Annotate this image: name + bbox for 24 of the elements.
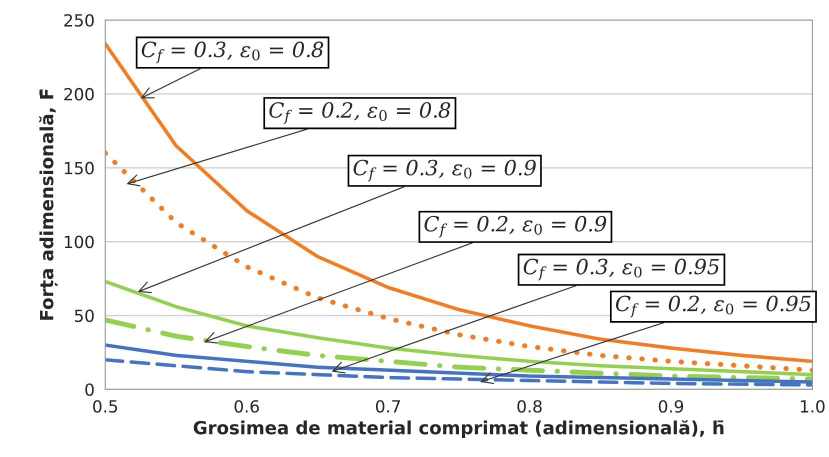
x-axis-title: Grosimea de material comprimat (adimensională), h̄	[194, 420, 724, 438]
y-tick-label: 150	[64, 162, 94, 174]
annotation: C$_{f}$ = 0.3, ε$_{0}$ = 0.8	[142, 42, 324, 64]
x-tick-label: 0.9	[658, 400, 684, 413]
line-series	[105, 42, 812, 364]
line-series	[105, 280, 812, 376]
y-tick-label: 250	[64, 14, 94, 27]
annotation: C$_{f}$ = 0.2, ε$_{0}$ = 0.9	[424, 216, 606, 238]
line-series	[105, 150, 812, 373]
x-tick-label: 0.6	[234, 400, 259, 413]
x-tick-label: 1.0	[801, 400, 825, 413]
y-tick-label: 0	[85, 383, 94, 396]
y-axis-title: Forța adimensională, F̄	[39, 90, 58, 320]
x-tick-label: 0.7	[376, 400, 400, 413]
annotation: C$_{f}$ = 0.2, ε$_{0}$ = 0.95	[616, 296, 811, 318]
x-tick-label: 0.5	[93, 400, 118, 413]
x-tick-label: 0.8	[517, 400, 542, 413]
y-tick-label: 50	[74, 309, 94, 322]
annotation: C$_{f}$ = 0.2, ε$_{0}$ = 0.8	[269, 102, 450, 124]
y-tick-label: 200	[64, 88, 94, 101]
annotation: C$_{f}$ = 0.3, ε$_{0}$ = 0.95	[524, 258, 719, 280]
y-tick-label: 100	[64, 236, 94, 248]
annotation: C$_{f}$ = 0.3, ε$_{0}$ = 0.9	[354, 160, 536, 182]
line-series	[105, 343, 812, 384]
